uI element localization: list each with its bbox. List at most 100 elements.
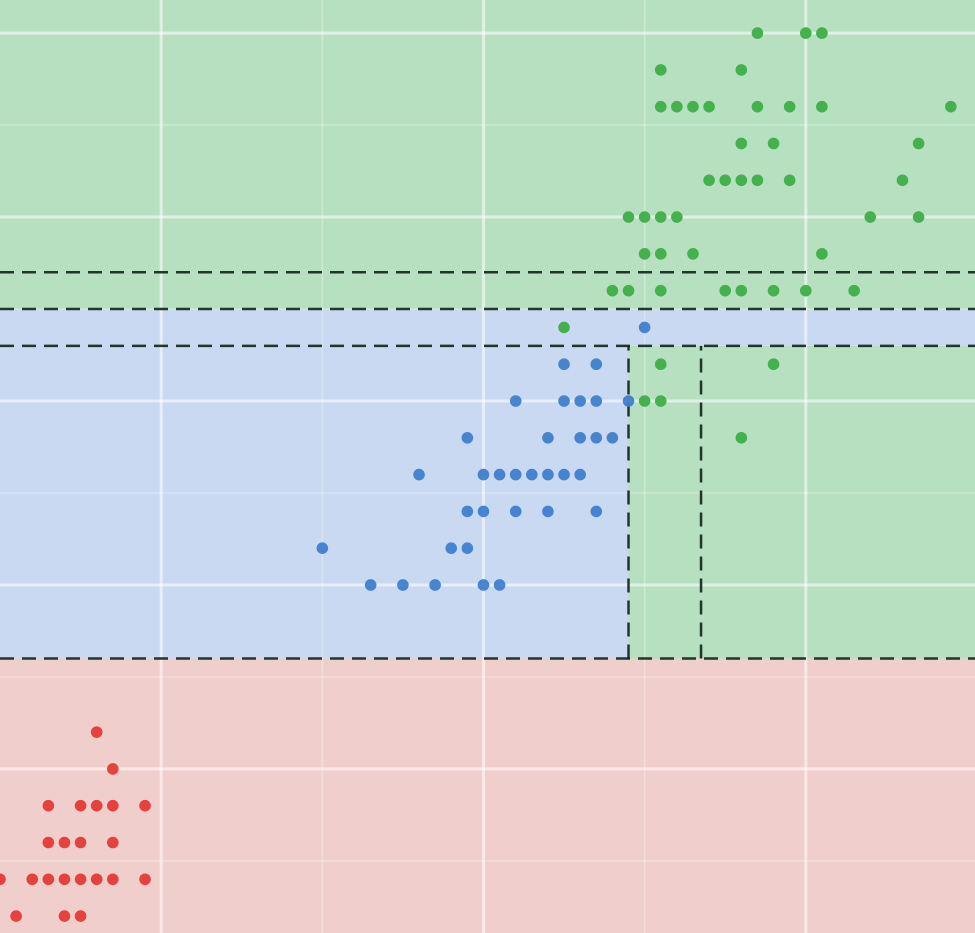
data-point: [654, 284, 667, 297]
data-point: [654, 211, 667, 223]
data-point: [816, 248, 828, 260]
data-point: [735, 284, 748, 297]
data-point: [719, 174, 732, 187]
data-point: [703, 100, 715, 113]
data-point: [654, 100, 667, 113]
data-point: [477, 505, 490, 518]
data-point: [429, 579, 441, 591]
data-point: [687, 100, 699, 113]
data-point: [42, 799, 55, 812]
data-point: [364, 579, 377, 591]
data-point: [719, 284, 732, 297]
data-point: [638, 211, 651, 223]
data-point: [493, 468, 506, 481]
data-point: [413, 468, 425, 481]
data-point: [574, 395, 586, 407]
data-point: [107, 763, 119, 775]
decision-region: [0, 658, 975, 933]
data-point: [107, 836, 119, 849]
data-point: [74, 910, 87, 922]
data-point: [26, 873, 39, 886]
data-point: [574, 468, 586, 481]
data-point: [799, 284, 812, 297]
data-point: [654, 248, 667, 260]
data-point: [687, 248, 699, 260]
data-point: [816, 100, 828, 113]
data-point: [74, 873, 87, 886]
data-point: [558, 395, 570, 407]
data-point: [735, 432, 748, 444]
data-point: [590, 505, 603, 518]
data-point: [848, 284, 860, 297]
decision-region: [0, 0, 975, 310]
data-point: [477, 579, 490, 591]
data-point: [477, 468, 490, 481]
data-point: [622, 395, 635, 407]
data-point: [58, 910, 71, 922]
decision-region: [0, 309, 629, 659]
data-point: [90, 726, 103, 738]
data-point: [654, 64, 667, 76]
data-point: [42, 873, 55, 886]
data-point: [461, 542, 474, 554]
data-point: [316, 542, 329, 554]
data-point: [622, 284, 635, 297]
data-point: [783, 100, 796, 113]
data-point: [509, 505, 522, 518]
data-point: [864, 211, 877, 223]
decision-region: [628, 345, 975, 659]
data-point: [654, 358, 667, 371]
data-point: [493, 579, 506, 591]
data-point: [735, 64, 748, 76]
data-point: [606, 284, 619, 297]
data-point: [912, 137, 925, 150]
data-point: [542, 432, 554, 444]
data-point: [542, 468, 554, 481]
data-point: [397, 579, 409, 591]
data-point: [590, 358, 603, 371]
data-point: [735, 137, 748, 150]
data-point: [638, 248, 651, 260]
decision-region: [628, 309, 975, 346]
data-point: [735, 174, 748, 187]
data-point: [751, 100, 764, 113]
data-point: [703, 174, 715, 187]
data-point: [74, 836, 87, 849]
data-point: [799, 27, 812, 39]
data-point: [767, 358, 780, 371]
data-point: [574, 432, 586, 444]
data-point: [509, 468, 522, 481]
data-point: [90, 873, 103, 886]
data-point: [767, 137, 780, 150]
data-point: [558, 321, 570, 334]
data-point: [912, 211, 925, 223]
data-point: [10, 910, 22, 922]
data-point: [606, 432, 619, 444]
data-point: [751, 174, 764, 187]
data-point: [58, 873, 71, 886]
data-point: [445, 542, 458, 554]
data-point: [638, 395, 651, 407]
data-point: [654, 395, 667, 407]
data-point: [671, 211, 683, 223]
data-point: [751, 27, 764, 39]
data-point: [90, 799, 103, 812]
data-point: [767, 284, 780, 297]
data-point: [638, 321, 651, 334]
data-point: [74, 799, 87, 812]
data-point: [558, 358, 570, 371]
data-point: [558, 468, 570, 481]
data-point: [945, 100, 957, 113]
data-point: [107, 799, 119, 812]
data-point: [816, 27, 828, 39]
data-point: [671, 100, 683, 113]
data-point: [896, 174, 909, 187]
data-point: [590, 432, 603, 444]
data-point: [461, 505, 474, 518]
data-point: [509, 395, 522, 407]
data-point: [58, 836, 71, 849]
data-point: [461, 432, 474, 444]
data-point: [622, 211, 635, 223]
data-point: [590, 395, 603, 407]
